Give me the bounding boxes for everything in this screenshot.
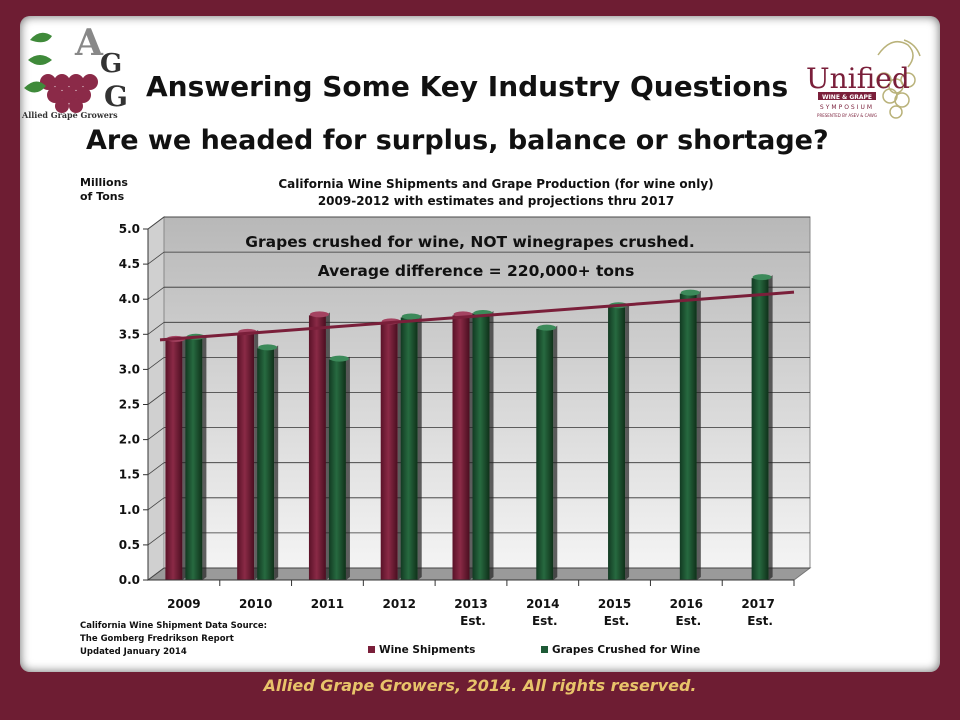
bar-grapes-crushed xyxy=(679,293,697,580)
y-tick-label: 1.0 xyxy=(119,503,140,517)
bar-grapes-crushed xyxy=(472,313,490,580)
y-axis-label-line1: Millions xyxy=(80,176,128,189)
bar-grapes-crushed-side xyxy=(553,325,558,580)
y-tick-label: 4.5 xyxy=(119,257,140,271)
bar-grapes-crushed-side xyxy=(274,345,279,580)
legend-swatch-wine xyxy=(368,646,375,653)
x-tick-label: 2009 xyxy=(167,597,200,611)
page-title: Answering Some Key Industry Questions xyxy=(146,70,789,103)
bar-wine-shipments xyxy=(308,315,326,580)
logo-right-line2: WINE & GRAPE xyxy=(822,94,872,101)
gridline-diag xyxy=(147,427,165,440)
legend-label-wine: Wine Shipments xyxy=(379,644,475,656)
bar-grapes-crushed-side xyxy=(417,314,422,580)
bar-grapes-crushed-top xyxy=(401,313,421,320)
source-line2: The Gomberg Fredrikson Report xyxy=(80,634,234,644)
bar-grapes-crushed xyxy=(751,278,769,580)
y-tick-label: 2.5 xyxy=(119,398,140,412)
unified-symposium-logo: Unified WINE & GRAPE SYMPOSIUM PRESENTED… xyxy=(806,39,921,119)
x-tick-label: 2012 xyxy=(383,597,416,611)
bar-grapes-crushed xyxy=(536,328,554,580)
bar-grapes-crushed-top xyxy=(680,289,700,296)
bar-grapes-crushed-top xyxy=(258,344,278,351)
annotation-line1: Grapes crushed for wine, NOT winegrapes … xyxy=(245,233,694,251)
bar-grapes-crushed xyxy=(185,337,203,580)
gridline-diag xyxy=(147,532,165,546)
grape-vine-icon xyxy=(876,39,921,119)
y-tick-label: 2.0 xyxy=(119,433,140,447)
legend-label-grapes: Grapes Crushed for Wine xyxy=(552,644,700,656)
x-tick-note: Est. xyxy=(532,614,558,628)
bar-grapes-crushed-top xyxy=(329,355,349,362)
chart-subtitle: 2009-2012 with estimates and projections… xyxy=(318,194,674,208)
x-tick-note: Est. xyxy=(676,614,702,628)
logo-right-line1: Unified xyxy=(806,62,910,95)
bar-grapes-crushed-side xyxy=(345,356,350,580)
svg-text:A: A xyxy=(74,22,104,64)
x-tick-label: 2016 xyxy=(670,597,703,611)
annotation-line2: Average difference = 220,000+ tons xyxy=(318,262,635,280)
gridline-diag xyxy=(147,357,165,370)
source-line3: Updated January 2014 xyxy=(80,647,187,657)
bar-wine-shipments xyxy=(165,339,183,580)
svg-text:G: G xyxy=(104,80,128,113)
x-tick-note: Est. xyxy=(460,614,486,628)
y-tick-label: 3.0 xyxy=(119,362,140,376)
trendline xyxy=(159,290,795,342)
bar-grapes-crushed xyxy=(608,306,626,580)
svg-text:G: G xyxy=(100,49,122,79)
gridline-diag xyxy=(147,392,165,405)
x-tick-note: Est. xyxy=(604,614,630,628)
gridline-diag xyxy=(147,462,165,476)
page-subtitle: Are we headed for surplus, balance or sh… xyxy=(86,125,829,156)
logo-right-line4: PRESENTED BY ASEV & CAWG xyxy=(817,113,877,118)
bar-grapes-crushed-side xyxy=(625,303,630,580)
bar-grapes-crushed-side xyxy=(768,275,773,580)
bar-wine-shipments-top xyxy=(309,311,329,318)
source-line1: California Wine Shipment Data Source: xyxy=(80,621,268,631)
y-tick-label: 0.5 xyxy=(119,538,140,552)
x-tick-label: 2015 xyxy=(598,597,631,611)
x-tick-label: 2011 xyxy=(311,597,344,611)
x-tick-label: 2010 xyxy=(239,597,272,611)
gridline-diag xyxy=(147,567,165,581)
x-tick-note: Est. xyxy=(747,614,773,628)
gridline-diag xyxy=(147,216,165,230)
bar-grapes-crushed-top xyxy=(752,274,772,281)
bar-grapes-crushed-side xyxy=(202,334,207,580)
x-tick-label: 2017 xyxy=(741,597,774,611)
bar-grapes-crushed-side xyxy=(696,290,701,580)
legend: Wine Shipments Grapes Crushed for Wine xyxy=(368,644,700,656)
bar-grapes-crushed-side xyxy=(489,310,494,580)
y-tick-label: 4.0 xyxy=(119,292,140,306)
bar-grapes-crushed xyxy=(328,359,346,580)
logo-right-line3: SYMPOSIUM xyxy=(820,104,874,111)
allied-grape-growers-logo: A G G Allied Grape Growers xyxy=(21,22,128,120)
bar-wine-shipments xyxy=(237,332,255,580)
y-tick-label: 3.5 xyxy=(119,327,140,341)
grape-cluster-icon xyxy=(24,32,98,113)
bar-grapes-crushed xyxy=(400,317,418,580)
logo-left-text: Allied Grape Growers xyxy=(21,110,118,120)
y-tick-label: 5.0 xyxy=(119,222,140,236)
plot-area: 0.0 0.5 1.0 1.5 2.0 2.5 3.0 3.5 4.0 4.5 5.0 2009 201… xyxy=(119,216,812,628)
x-tick-label: 2013 xyxy=(454,597,487,611)
y-tick-label: 0.0 xyxy=(119,573,140,587)
footer-copyright: Allied Grape Growers, 2014. All rights r… xyxy=(263,676,697,695)
bar-wine-shipments xyxy=(452,315,470,580)
gridline-diag xyxy=(147,497,165,511)
gridline-diag xyxy=(147,321,165,335)
y-axis-label-line2: of Tons xyxy=(80,190,125,203)
x-tick-label: 2014 xyxy=(526,597,559,611)
bar-grapes-crushed xyxy=(257,348,275,580)
bar-wine-shipments xyxy=(380,322,398,580)
bar-grapes-crushed-top xyxy=(537,324,557,331)
y-tick-label: 1.5 xyxy=(119,468,140,482)
gridline-diag xyxy=(147,251,165,265)
gridline-diag xyxy=(147,286,165,300)
legend-swatch-grapes xyxy=(541,646,548,653)
chart-title: California Wine Shipments and Grape Prod… xyxy=(278,177,713,191)
